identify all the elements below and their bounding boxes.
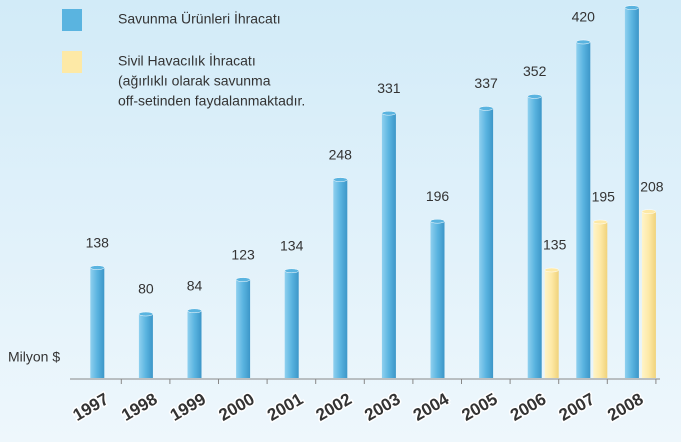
data-label: 248 <box>329 146 353 162</box>
data-label: 195 <box>592 189 616 205</box>
bar <box>236 279 251 378</box>
bar <box>430 221 445 378</box>
legend-swatch <box>62 51 82 73</box>
bar-cap <box>593 219 608 225</box>
bar <box>187 310 202 378</box>
legend-swatch <box>62 9 82 31</box>
data-label: 134 <box>280 238 304 254</box>
data-label: 352 <box>523 63 547 79</box>
bar <box>576 42 591 378</box>
data-label: 208 <box>640 178 664 194</box>
bar <box>381 113 396 378</box>
bar-cap <box>284 268 299 274</box>
y-axis-label: Milyon $ <box>8 349 60 365</box>
bar-cap <box>576 39 591 45</box>
bar <box>641 211 656 378</box>
bar <box>284 270 299 378</box>
legend-label: Savunma Ürünleri İhracatı <box>118 10 281 27</box>
bar-cap <box>90 265 105 270</box>
bar <box>138 314 153 378</box>
data-label: 80 <box>138 281 154 297</box>
bar-cap <box>187 308 202 314</box>
data-label: 331 <box>377 80 401 96</box>
bar <box>479 108 494 379</box>
bar <box>593 222 608 378</box>
bar-cap <box>333 177 348 182</box>
legend-note: (ağırlıklı olarak savunma <box>118 73 271 89</box>
data-label: 84 <box>187 278 203 294</box>
bar <box>90 267 105 378</box>
bar-cap <box>430 218 445 224</box>
bar-cap <box>641 209 657 214</box>
data-label: 135 <box>543 237 567 253</box>
legend-note: off-setinden faydalanmaktadır. <box>118 93 305 109</box>
bar-cap <box>544 267 559 273</box>
bar <box>333 179 348 378</box>
bar-cap <box>381 110 397 116</box>
data-label: 138 <box>86 234 110 250</box>
bar-cap <box>527 94 542 99</box>
bar-cap <box>138 311 154 317</box>
legend-label: Sivil Havacılık İhracatı <box>118 52 256 69</box>
bar-cap <box>624 5 640 10</box>
data-label: 420 <box>572 9 596 25</box>
bar-cap <box>235 277 251 282</box>
data-label: 123 <box>231 246 255 262</box>
bar <box>544 270 559 378</box>
bar <box>527 96 542 379</box>
data-label: 196 <box>426 188 450 204</box>
bar <box>624 7 639 378</box>
bar-cap <box>478 106 494 111</box>
data-label: 337 <box>474 75 498 91</box>
